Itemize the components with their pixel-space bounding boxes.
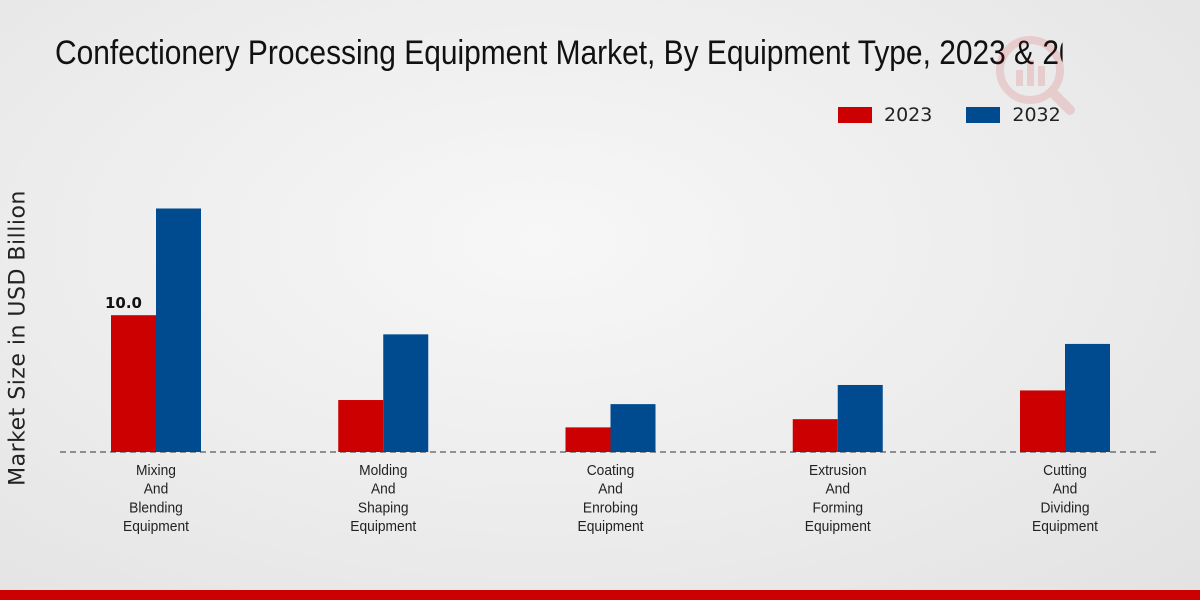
x-tick-label-2: Coating And Enrobing Equipment: [578, 463, 644, 536]
bar-2032-4: [1065, 343, 1110, 452]
bar-2023-2: [565, 427, 611, 452]
x-tick-label-3: Extrusion And Forming Equipment: [805, 463, 871, 536]
chart-title: Confectionery Processing Equipment Marke…: [55, 34, 1063, 72]
legend-label-2023: 2023: [884, 104, 933, 126]
bar-2032-2: [610, 404, 656, 452]
x-tick-label-4: Cutting And Dividing Equipment: [1032, 463, 1098, 536]
bottom-accent-bar: [0, 590, 1200, 600]
legend-swatch-2023: [838, 107, 872, 123]
legend-item-2023: 2023: [838, 104, 932, 126]
bar-2023-1: [338, 400, 384, 452]
bar-2032-0: [156, 208, 201, 452]
x-tick-label-1: Molding And Shaping Equipment: [350, 463, 416, 536]
x-tick-label-0: Mixing And Blending Equipment: [123, 463, 189, 536]
data-label-0: 10.0: [105, 294, 142, 312]
bar-2032-1: [383, 334, 429, 452]
legend-swatch-2032: [966, 107, 1001, 123]
bar-2023-0: [111, 315, 156, 452]
watermark-logo-icon: [996, 36, 1075, 115]
bar-2023-3: [792, 419, 838, 452]
legend-item-2032: 2032: [966, 104, 1061, 126]
bar-2023-4: [1020, 390, 1065, 452]
legend-label-2032: 2032: [1012, 104, 1061, 126]
bar-2032-3: [837, 384, 883, 452]
legend: 2023 2032: [838, 104, 1095, 126]
